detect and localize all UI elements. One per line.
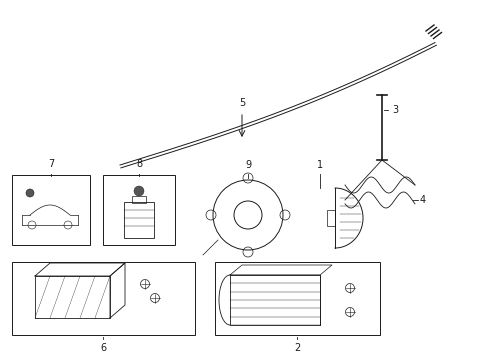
Circle shape — [26, 189, 34, 197]
Text: 3: 3 — [391, 105, 397, 115]
Bar — [326, 210, 334, 226]
Circle shape — [134, 186, 143, 196]
Bar — [12, 262, 195, 335]
Text: 2: 2 — [293, 343, 300, 353]
Bar — [215, 262, 379, 335]
Text: 9: 9 — [244, 160, 250, 170]
Text: 7: 7 — [48, 159, 54, 169]
Bar — [12, 175, 90, 245]
Text: 8: 8 — [136, 159, 142, 169]
Text: 5: 5 — [238, 98, 244, 108]
Bar — [103, 175, 175, 245]
Bar — [132, 196, 146, 203]
Bar — [124, 202, 154, 238]
Bar — [229, 275, 319, 325]
Text: 4: 4 — [419, 195, 425, 205]
Text: 6: 6 — [100, 343, 106, 353]
Text: 1: 1 — [316, 160, 323, 170]
